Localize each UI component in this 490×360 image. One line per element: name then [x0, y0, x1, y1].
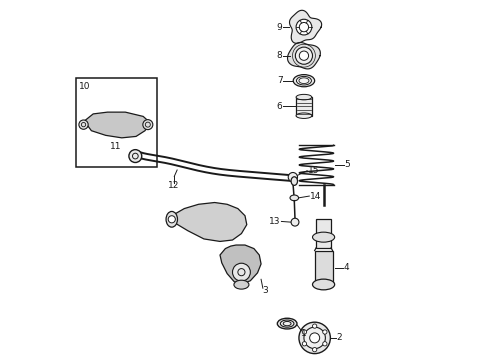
Text: 13: 13	[269, 217, 281, 226]
Circle shape	[313, 324, 317, 328]
Ellipse shape	[293, 75, 315, 87]
Ellipse shape	[277, 318, 297, 329]
Text: 3: 3	[262, 286, 268, 295]
Circle shape	[295, 47, 313, 64]
Text: 6: 6	[277, 102, 283, 111]
Circle shape	[299, 322, 330, 354]
Bar	[315, 251, 333, 284]
Ellipse shape	[296, 94, 312, 100]
Circle shape	[143, 120, 153, 130]
Text: 12: 12	[168, 181, 179, 190]
Text: 10: 10	[79, 82, 91, 91]
Text: 7: 7	[277, 76, 283, 85]
Circle shape	[302, 342, 307, 346]
Circle shape	[232, 263, 250, 281]
Circle shape	[299, 51, 309, 60]
Text: 4: 4	[344, 263, 349, 272]
Polygon shape	[84, 112, 150, 138]
Circle shape	[129, 150, 142, 162]
Circle shape	[291, 218, 299, 226]
Circle shape	[302, 330, 307, 334]
Polygon shape	[172, 203, 247, 242]
Ellipse shape	[166, 211, 177, 227]
Text: 11: 11	[110, 142, 122, 151]
Circle shape	[310, 333, 319, 343]
Circle shape	[313, 347, 317, 352]
Ellipse shape	[290, 195, 298, 201]
Ellipse shape	[234, 280, 249, 289]
Polygon shape	[220, 245, 261, 284]
Ellipse shape	[313, 279, 335, 290]
Polygon shape	[290, 10, 321, 43]
Ellipse shape	[296, 113, 312, 118]
Circle shape	[304, 327, 325, 348]
Circle shape	[323, 330, 327, 334]
Circle shape	[168, 216, 175, 223]
Text: 14: 14	[310, 192, 321, 201]
Text: 9: 9	[277, 23, 283, 32]
Ellipse shape	[291, 177, 297, 185]
Circle shape	[79, 120, 88, 129]
Text: 8: 8	[277, 51, 283, 60]
Circle shape	[296, 19, 312, 35]
Bar	[296, 97, 312, 116]
Polygon shape	[288, 42, 320, 69]
Ellipse shape	[296, 76, 312, 85]
Ellipse shape	[280, 320, 294, 327]
Bar	[76, 78, 157, 167]
Text: 2: 2	[337, 333, 343, 342]
Circle shape	[288, 172, 297, 182]
Ellipse shape	[313, 232, 335, 242]
Text: 15: 15	[308, 166, 319, 175]
Circle shape	[319, 280, 328, 289]
Text: 5: 5	[344, 161, 350, 170]
Bar	[316, 219, 331, 248]
Circle shape	[323, 342, 327, 346]
Text: 1: 1	[301, 329, 306, 338]
